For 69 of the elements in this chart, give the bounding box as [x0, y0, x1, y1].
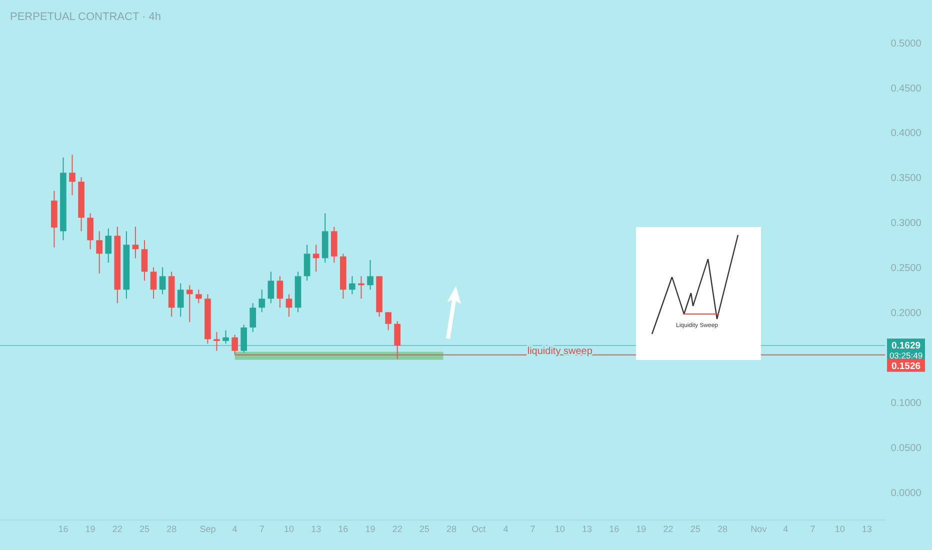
candlestick — [141, 240, 148, 282]
x-tick-label: 22 — [392, 524, 402, 534]
y-tick-label: 0.4000 — [890, 128, 922, 140]
x-tick-label: 25 — [139, 524, 150, 534]
candlestick — [312, 244, 320, 272]
x-tick-label: 7 — [259, 524, 264, 534]
candlestick — [196, 289, 202, 304]
candlestick — [349, 276, 356, 295]
x-tick-label: 13 — [862, 524, 872, 534]
x-tick-label: 16 — [58, 524, 68, 534]
candlestick — [132, 226, 139, 259]
y-tick-label: 0.2000 — [890, 308, 922, 320]
candlestick — [214, 331, 220, 352]
x-tick-label: 28 — [166, 524, 177, 534]
candlestick — [286, 294, 292, 318]
x-tick-label: 28 — [446, 524, 457, 534]
ref-line-label: 0.1629 — [891, 340, 921, 352]
y-tick-label: 0.3500 — [890, 173, 922, 184]
x-tick-label: 19 — [85, 524, 96, 534]
ref-line-label: 0.1526 — [891, 360, 921, 372]
candlestick — [96, 230, 102, 274]
candlestick — [367, 260, 374, 290]
candlestick — [87, 212, 94, 250]
candlestick — [150, 266, 157, 300]
candlestick — [159, 266, 166, 295]
x-tick-label: 13 — [311, 524, 322, 534]
x-tick-label: 25 — [690, 524, 700, 534]
x-tick-label: 19 — [636, 524, 646, 534]
y-tick-label: 0.1000 — [890, 398, 922, 410]
candlestick — [268, 271, 274, 304]
x-tick-label: 22 — [663, 524, 674, 534]
text: 03:25:49 — [889, 350, 923, 361]
candlestick — [250, 302, 256, 332]
x-tick-label: Sep — [200, 524, 216, 534]
x-tick-label: 16 — [338, 524, 348, 534]
candlestick — [385, 312, 392, 331]
x-tick-label: 4 — [783, 524, 788, 534]
candlestick — [304, 244, 310, 282]
candlestick — [186, 284, 193, 323]
candlestick — [240, 324, 247, 354]
y-tick-label: 0.4500 — [890, 83, 922, 94]
x-tick-label: 10 — [284, 524, 294, 534]
candlestick — [69, 154, 76, 196]
y-tick-label: 0.0000 — [890, 488, 922, 500]
candlestick — [105, 228, 112, 264]
candlestick — [222, 330, 229, 344]
candlestick — [276, 276, 284, 308]
x-tick-label: 4 — [232, 524, 238, 534]
x-tick-label: 19 — [365, 524, 376, 534]
x-tick-label: 7 — [810, 524, 816, 534]
x-tick-label: 25 — [419, 524, 430, 534]
annotation: liquidity sweep — [527, 346, 593, 357]
x-tick-label: 7 — [530, 524, 536, 534]
x-tick-label: 22 — [112, 524, 122, 534]
x-tick-label: 28 — [717, 524, 728, 534]
x-tick-label: 16 — [609, 524, 620, 534]
y-tick-label: 0.0500 — [890, 443, 922, 454]
y-tick-label: 0.5000 — [890, 38, 922, 50]
x-tick-label: 13 — [582, 524, 592, 534]
candlestick — [177, 282, 184, 318]
x-tick-label: 10 — [834, 524, 845, 534]
y-tick-label: 0.3000 — [890, 218, 922, 230]
y-tick-label: 0.2500 — [890, 263, 922, 274]
text: PERPETUAL CONTRACT · 4h — [10, 11, 161, 23]
x-tick-label: 10 — [554, 524, 565, 534]
x-tick-label: 4 — [503, 524, 508, 534]
x-tick-label: Nov — [750, 524, 768, 534]
x-tick-label: Oct — [472, 524, 486, 534]
candlestick — [258, 289, 266, 313]
